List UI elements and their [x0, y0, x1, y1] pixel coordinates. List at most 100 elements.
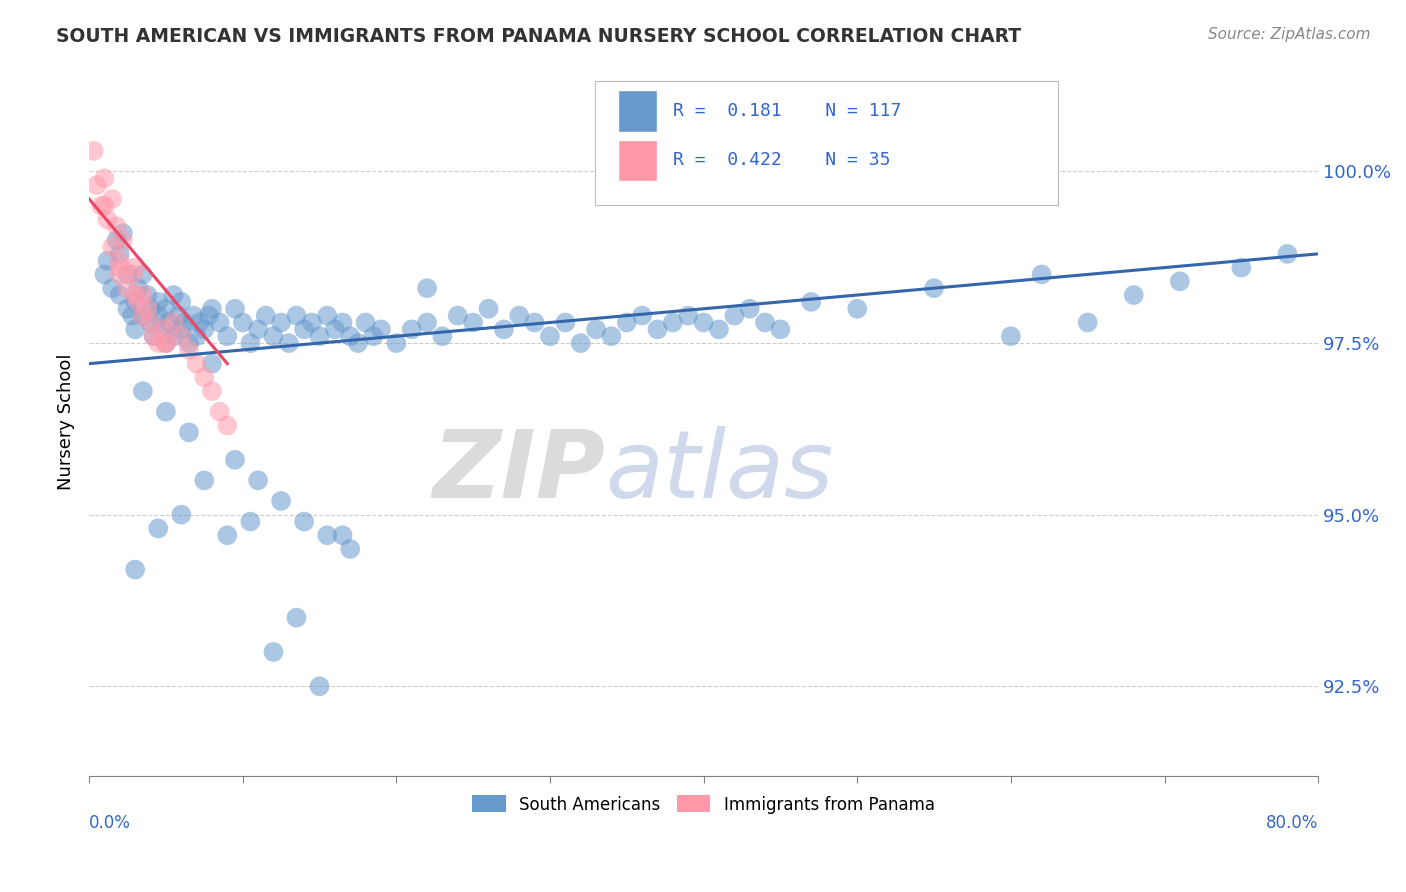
- Point: [492, 322, 515, 336]
- Point: [132, 309, 155, 323]
- Text: R =  0.181    N = 117: R = 0.181 N = 117: [673, 102, 901, 120]
- Point: [201, 301, 224, 316]
- Point: [117, 268, 139, 282]
- Point: [132, 288, 155, 302]
- Point: [83, 144, 105, 158]
- Point: [1000, 329, 1022, 343]
- Point: [401, 322, 423, 336]
- Point: [108, 247, 131, 261]
- Point: [354, 316, 377, 330]
- Point: [647, 322, 669, 336]
- Point: [155, 301, 177, 316]
- Point: [155, 405, 177, 419]
- Point: [111, 233, 134, 247]
- Point: [301, 316, 323, 330]
- Point: [323, 322, 346, 336]
- Point: [1077, 316, 1099, 330]
- Point: [270, 316, 292, 330]
- Point: [262, 329, 284, 343]
- Point: [86, 178, 108, 193]
- Point: [167, 309, 190, 323]
- Point: [90, 199, 112, 213]
- Text: 80.0%: 80.0%: [1265, 814, 1319, 832]
- Point: [170, 329, 193, 343]
- Point: [339, 329, 361, 343]
- Point: [285, 610, 308, 624]
- Point: [270, 494, 292, 508]
- Point: [117, 281, 139, 295]
- Point: [148, 294, 170, 309]
- FancyBboxPatch shape: [617, 139, 657, 181]
- Point: [1168, 274, 1191, 288]
- Point: [292, 515, 315, 529]
- Point: [170, 294, 193, 309]
- Point: [277, 336, 299, 351]
- Text: ZIP: ZIP: [433, 425, 605, 517]
- Point: [136, 288, 159, 302]
- Point: [523, 316, 546, 330]
- Point: [247, 474, 270, 488]
- Point: [846, 301, 869, 316]
- Point: [96, 253, 118, 268]
- Point: [148, 309, 170, 323]
- Point: [124, 322, 146, 336]
- Point: [201, 357, 224, 371]
- Point: [1230, 260, 1253, 275]
- Point: [285, 309, 308, 323]
- Text: Source: ZipAtlas.com: Source: ZipAtlas.com: [1208, 27, 1371, 42]
- Point: [142, 329, 165, 343]
- Point: [769, 322, 792, 336]
- Point: [139, 316, 162, 330]
- Point: [208, 405, 231, 419]
- Point: [108, 288, 131, 302]
- Point: [124, 288, 146, 302]
- Point: [232, 316, 254, 330]
- Legend: South Americans, Immigrants from Panama: South Americans, Immigrants from Panama: [465, 789, 942, 821]
- Point: [105, 233, 128, 247]
- Point: [224, 301, 246, 316]
- Point: [186, 329, 208, 343]
- Point: [1277, 247, 1299, 261]
- Point: [416, 281, 439, 295]
- Point: [162, 288, 184, 302]
- Point: [385, 336, 408, 351]
- Point: [631, 309, 654, 323]
- Point: [96, 212, 118, 227]
- Point: [124, 260, 146, 275]
- Point: [148, 521, 170, 535]
- Point: [101, 240, 124, 254]
- Point: [678, 309, 700, 323]
- Point: [105, 219, 128, 234]
- FancyBboxPatch shape: [617, 90, 657, 132]
- Point: [477, 301, 499, 316]
- Point: [170, 508, 193, 522]
- Point: [463, 316, 485, 330]
- Point: [124, 563, 146, 577]
- Point: [316, 528, 339, 542]
- Point: [707, 322, 730, 336]
- Point: [339, 541, 361, 556]
- Point: [198, 309, 221, 323]
- Point: [416, 316, 439, 330]
- Text: R =  0.422    N = 35: R = 0.422 N = 35: [673, 152, 890, 169]
- Point: [155, 336, 177, 351]
- Point: [173, 316, 195, 330]
- FancyBboxPatch shape: [596, 80, 1057, 205]
- Point: [208, 316, 231, 330]
- Point: [152, 322, 174, 336]
- Point: [569, 336, 592, 351]
- Point: [132, 268, 155, 282]
- Point: [177, 336, 200, 351]
- Point: [155, 336, 177, 351]
- Point: [754, 316, 776, 330]
- Point: [508, 309, 530, 323]
- Point: [93, 268, 115, 282]
- Point: [217, 528, 239, 542]
- Point: [224, 452, 246, 467]
- Point: [136, 301, 159, 316]
- Point: [432, 329, 454, 343]
- Point: [361, 329, 384, 343]
- Point: [177, 343, 200, 357]
- Point: [800, 294, 823, 309]
- Point: [157, 316, 180, 330]
